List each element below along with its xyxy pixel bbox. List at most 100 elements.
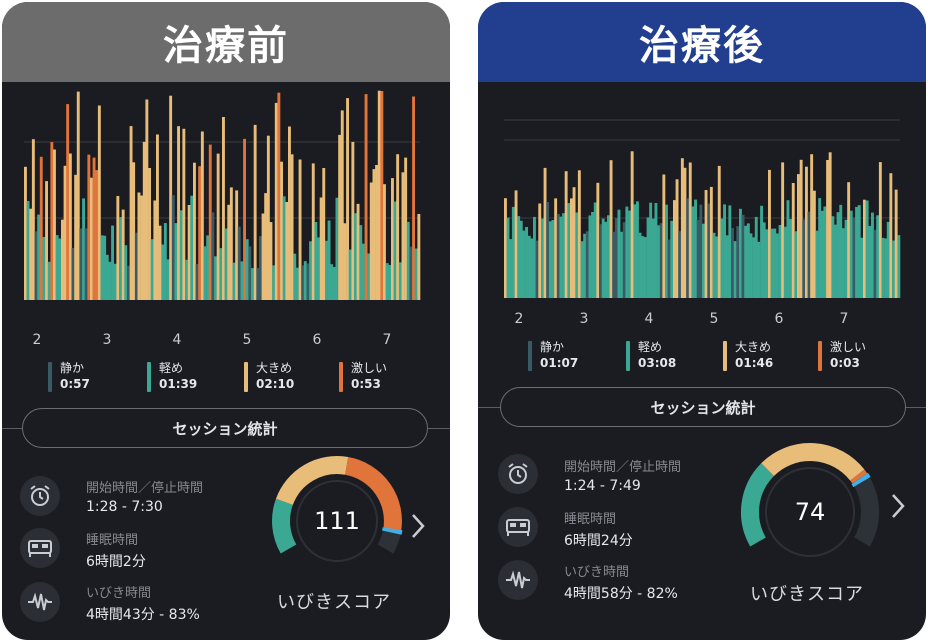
- sleep-time-label: 睡眠時間: [86, 533, 139, 548]
- sound-level-bar: [232, 262, 236, 300]
- sound-level-bar: [401, 172, 405, 300]
- session-stats-button[interactable]: セッション統計: [500, 387, 906, 427]
- sound-level-bar: [31, 139, 35, 300]
- sound-level-bar: [752, 237, 756, 298]
- sound-level-bar: [881, 237, 885, 298]
- sound-level-bar: [519, 220, 523, 298]
- sound-level-bar: [76, 91, 80, 300]
- after-snore-chart: 2 3 4 5 6 7: [478, 82, 926, 412]
- sound-level-bar: [322, 168, 326, 300]
- sound-level-bar: [222, 117, 225, 300]
- sound-level-bar: [741, 214, 745, 298]
- sound-level-bar: [116, 196, 120, 300]
- sound-level-bar: [546, 202, 550, 298]
- sound-level-bar: [636, 201, 639, 298]
- sound-level-bar: [567, 203, 571, 298]
- sound-level-bar: [580, 241, 584, 298]
- sound-level-bar: [765, 229, 769, 298]
- sound-level-bar: [182, 128, 186, 300]
- sound-level-bar: [137, 192, 141, 300]
- sound-level-bar: [50, 142, 54, 300]
- sound-level-bar: [317, 237, 320, 300]
- sound-level-bar: [617, 209, 621, 298]
- gauge-segment: [275, 456, 349, 506]
- sound-level-bar: [778, 225, 782, 298]
- legend-name: 静か: [60, 361, 85, 375]
- sound-level-bar: [728, 205, 732, 298]
- session-stats-button[interactable]: セッション統計: [22, 408, 428, 448]
- sound-level-bar: [678, 231, 682, 298]
- sound-level-bar: [551, 220, 555, 298]
- sound-level-bar: [179, 210, 183, 300]
- sleep-time-value: 6時間24分: [564, 533, 633, 549]
- sound-level-bar: [272, 265, 276, 300]
- sound-level-bar: [543, 167, 547, 298]
- sound-level-bar: [601, 218, 605, 298]
- hour-tick-label: 2: [33, 332, 42, 348]
- sound-level-bar: [657, 225, 660, 298]
- sound-level-bar: [58, 238, 62, 300]
- waveform-icon: [20, 582, 60, 622]
- legend-name: 軽め: [159, 361, 184, 375]
- sound-level-bar: [39, 156, 43, 300]
- sound-level-bar: [564, 171, 568, 298]
- sound-level-bar: [153, 200, 157, 300]
- sound-level-bar: [45, 181, 48, 300]
- sound-level-bar: [588, 215, 592, 298]
- sound-level-bar: [855, 206, 858, 298]
- sound-level-bar: [253, 124, 257, 301]
- sound-level-bar: [325, 240, 328, 300]
- legend-color-bar: [818, 341, 822, 371]
- sound-level-bar: [364, 94, 368, 300]
- sound-level-bar: [712, 232, 716, 298]
- sound-level-bar: [174, 223, 178, 300]
- sound-level-bar: [704, 190, 708, 298]
- sound-level-bar: [29, 208, 33, 300]
- sound-level-bar: [723, 204, 726, 298]
- sound-level-bar: [243, 138, 246, 300]
- chevron-right-icon[interactable]: [890, 492, 906, 524]
- sound-level-bar: [667, 239, 671, 298]
- sound-level-bar: [79, 228, 83, 300]
- sound-level-bar: [641, 236, 645, 298]
- sound-level-bar: [95, 170, 99, 300]
- sound-level-bar: [235, 190, 239, 300]
- sound-level-bar: [219, 248, 223, 300]
- sound-level-bar: [26, 201, 30, 300]
- sound-level-bar: [224, 228, 228, 300]
- chevron-right-icon[interactable]: [410, 512, 426, 544]
- hour-tick-label: 3: [103, 332, 112, 348]
- hour-tick-label: 7: [383, 332, 392, 348]
- start-stop-value: 1:24 - 7:49: [564, 478, 641, 494]
- sound-level-bar: [768, 169, 771, 298]
- sound-level-bar: [675, 179, 679, 298]
- sound-level-bar: [889, 173, 893, 298]
- start-stop-label: 開始時間／停止時間: [564, 460, 682, 475]
- sound-level-bar: [575, 212, 579, 298]
- sound-level-bar: [720, 218, 724, 298]
- sound-level-bar: [295, 267, 299, 300]
- after-header-title: 治療後: [639, 23, 765, 69]
- sound-level-bar: [585, 231, 589, 298]
- sound-level-bar: [163, 223, 167, 300]
- sound-level-bar: [74, 174, 78, 300]
- sound-level-bar: [161, 244, 165, 300]
- sound-level-bar: [691, 206, 695, 298]
- sound-level-bar: [688, 162, 692, 298]
- sound-level-bar: [868, 226, 872, 298]
- sound-level-bar: [105, 254, 109, 300]
- legend-name: 激しい: [830, 340, 867, 354]
- sound-level-bar: [744, 225, 748, 298]
- sound-level-bar: [306, 263, 310, 300]
- sound-level-bar: [346, 98, 349, 300]
- sound-level-bar: [193, 162, 196, 300]
- sound-level-bar: [256, 268, 260, 300]
- sound-level-bar: [781, 162, 785, 298]
- sound-level-bar: [886, 221, 890, 298]
- sound-level-bar: [361, 243, 365, 300]
- sound-level-bar: [559, 216, 563, 298]
- sound-level-bar: [319, 197, 323, 300]
- sound-level-bar: [849, 210, 853, 298]
- sound-level-bar: [570, 198, 573, 298]
- gauge-segment: [852, 473, 880, 547]
